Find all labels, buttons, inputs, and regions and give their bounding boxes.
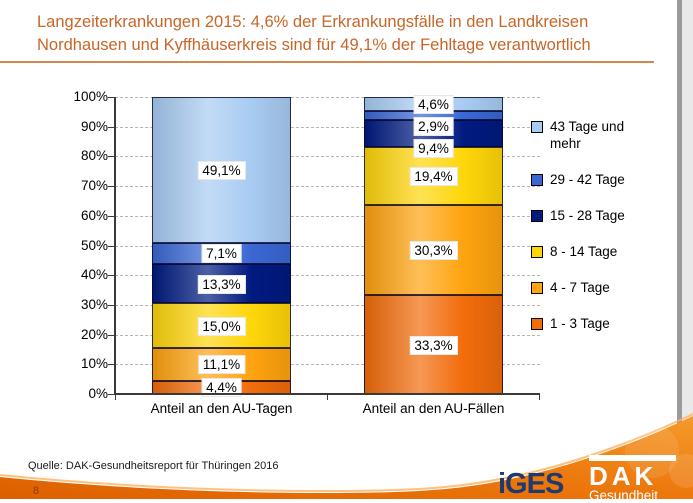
legend-item-29-42-tage: 29 - 42 Tage [531, 171, 671, 188]
slide-title: Langzeiterkrankungen 2015: 4,6% der Erkr… [37, 11, 652, 57]
legend-color-swatch [531, 246, 543, 258]
swoosh-bubble [669, 454, 693, 488]
legend-color-swatch [531, 282, 543, 294]
gridline [115, 156, 540, 158]
x-axis-tick [327, 395, 328, 400]
dak-logo-text: DAK [589, 461, 658, 491]
value-label: 33,3% [409, 335, 458, 355]
legend-label: 4 - 7 Tage [550, 280, 610, 295]
y-axis-tick [108, 275, 114, 277]
y-axis-tick [108, 334, 114, 336]
dak-logo-subtitle: Gesundheit [589, 488, 659, 503]
dak-logo: DAK Gesundheit [589, 455, 676, 503]
x-axis-category-label: Anteil an den AU-Fällen [362, 401, 505, 416]
legend-color-swatch [531, 318, 543, 330]
gridline [115, 97, 540, 98]
legend-label: 29 - 42 Tage [550, 172, 625, 187]
swoosh-shape [0, 416, 693, 499]
y-axis-tick-label: 10% [80, 356, 108, 372]
gridline [115, 364, 540, 366]
slide-edge-background [682, 0, 693, 499]
y-axis-tick-label: 0% [88, 386, 108, 401]
dak-logo-bar [589, 455, 676, 461]
legend-label: 15 - 28 Tage [550, 208, 625, 223]
y-axis-tick-label: 70% [80, 178, 108, 194]
slide-title-line2: Nordhausen und Kyffhäuserkreis sind für … [37, 36, 591, 54]
gridline [115, 186, 540, 188]
y-axis-tick-label: 30% [80, 296, 108, 312]
swoosh-highlight-edge [0, 413, 693, 493]
chart-legend: 43 Tage und mehr 29 - 42 Tage 15 - 28 Tage… [531, 118, 671, 332]
slide-title-line1: Langzeiterkrankungen 2015: 4,6% der Erkr… [37, 13, 589, 31]
plot-area: 49,1% 7,1% 13,3% 15,0% 11,1% 4,4% 4,6% 2,9% 9,4%… [115, 95, 540, 398]
y-axis-tick-label: 50% [80, 237, 108, 253]
value-label: 7,1% [201, 244, 242, 264]
swoosh-bubble [625, 424, 679, 478]
x-axis-tick [115, 395, 116, 400]
legend-label: 43 Tage und mehr [550, 119, 625, 151]
iges-logo: iGES [498, 468, 564, 500]
legend-label: 8 - 14 Tage [550, 244, 618, 259]
x-axis-tick [539, 395, 540, 400]
page-number: 8 [33, 485, 40, 497]
legend-item-8-14-tage: 8 - 14 Tage [531, 243, 671, 260]
value-label: 9,4% [413, 139, 454, 159]
value-label: 11,1% [197, 355, 246, 375]
y-axis-tick [108, 126, 114, 128]
legend-item-1-3-tage: 1 - 3 Tage [531, 315, 671, 332]
gridline [115, 304, 540, 306]
orange-swoosh-graphic [0, 413, 693, 499]
legend-item-4-7-tage: 4 - 7 Tage [531, 279, 671, 296]
y-axis-tick [108, 186, 114, 188]
y-axis-tick [108, 215, 114, 217]
title-underline [0, 61, 654, 63]
y-axis-tick-label: 20% [80, 326, 108, 342]
gridline [115, 275, 540, 277]
x-axis-category-label: Anteil an den AU-Tagen [150, 401, 293, 416]
value-label: 19,4% [409, 167, 458, 187]
legend-color-swatch [531, 121, 543, 133]
legend-item-15-28-tage: 15 - 28 Tage [531, 207, 671, 224]
value-label: 13,3% [197, 274, 246, 294]
value-label: 49,1% [197, 160, 246, 180]
y-axis-tick-label: 90% [80, 118, 108, 134]
y-axis-tick-label: 60% [80, 207, 108, 223]
gridline [115, 126, 540, 128]
y-axis-tick [108, 156, 114, 158]
y-axis-tick-label: 80% [80, 148, 108, 164]
y-axis-tick [108, 245, 114, 247]
legend-label: 1 - 3 Tage [550, 316, 610, 331]
gridline [115, 215, 540, 217]
y-axis-line [114, 97, 116, 395]
legend-color-swatch [531, 210, 543, 222]
y-axis-tick [108, 364, 114, 366]
gridline [115, 334, 540, 336]
value-label: 4,6% [413, 95, 454, 115]
value-label: 4,4% [201, 378, 242, 398]
value-label: 30,3% [409, 241, 458, 261]
gridline [115, 245, 540, 247]
slide-edge-line [677, 0, 682, 499]
source-note: Quelle: DAK-Gesundheitsreport für Thürin… [28, 460, 279, 472]
value-label: 2,9% [413, 117, 454, 137]
value-label: 15,0% [197, 316, 246, 336]
y-axis-tick-label: 100% [73, 89, 108, 104]
legend-color-swatch [531, 174, 543, 186]
y-axis-tick [108, 304, 114, 306]
y-axis-tick [108, 394, 114, 395]
y-axis-tick-label: 40% [80, 267, 108, 283]
legend-item-43-tage-und-mehr: 43 Tage und mehr [531, 118, 671, 152]
y-axis-tick [108, 97, 114, 98]
x-axis-line [114, 393, 540, 395]
